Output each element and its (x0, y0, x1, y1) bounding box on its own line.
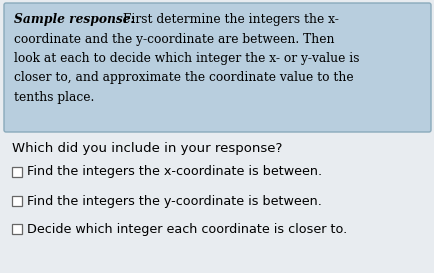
Bar (12, 224, 22, 234)
Text: Which did you include in your response?: Which did you include in your response? (12, 142, 282, 155)
Text: look at each to decide which integer the x- or y-value is: look at each to decide which integer the… (14, 52, 358, 65)
Text: coordinate and the y-coordinate are between. Then: coordinate and the y-coordinate are betw… (14, 32, 334, 46)
Text: closer to, and approximate the coordinate value to the: closer to, and approximate the coordinat… (14, 72, 353, 85)
Bar (12, 196, 22, 206)
Bar (12, 167, 22, 177)
Text: Decide which integer each coordinate is closer to.: Decide which integer each coordinate is … (27, 222, 346, 236)
Text: Find the integers the y-coordinate is between.: Find the integers the y-coordinate is be… (27, 194, 321, 207)
FancyBboxPatch shape (4, 3, 430, 132)
Text: Sample response:: Sample response: (14, 13, 135, 26)
Text: First determine the integers the x-: First determine the integers the x- (123, 13, 338, 26)
Text: Find the integers the x-coordinate is between.: Find the integers the x-coordinate is be… (27, 165, 322, 179)
Text: tenths place.: tenths place. (14, 91, 94, 104)
